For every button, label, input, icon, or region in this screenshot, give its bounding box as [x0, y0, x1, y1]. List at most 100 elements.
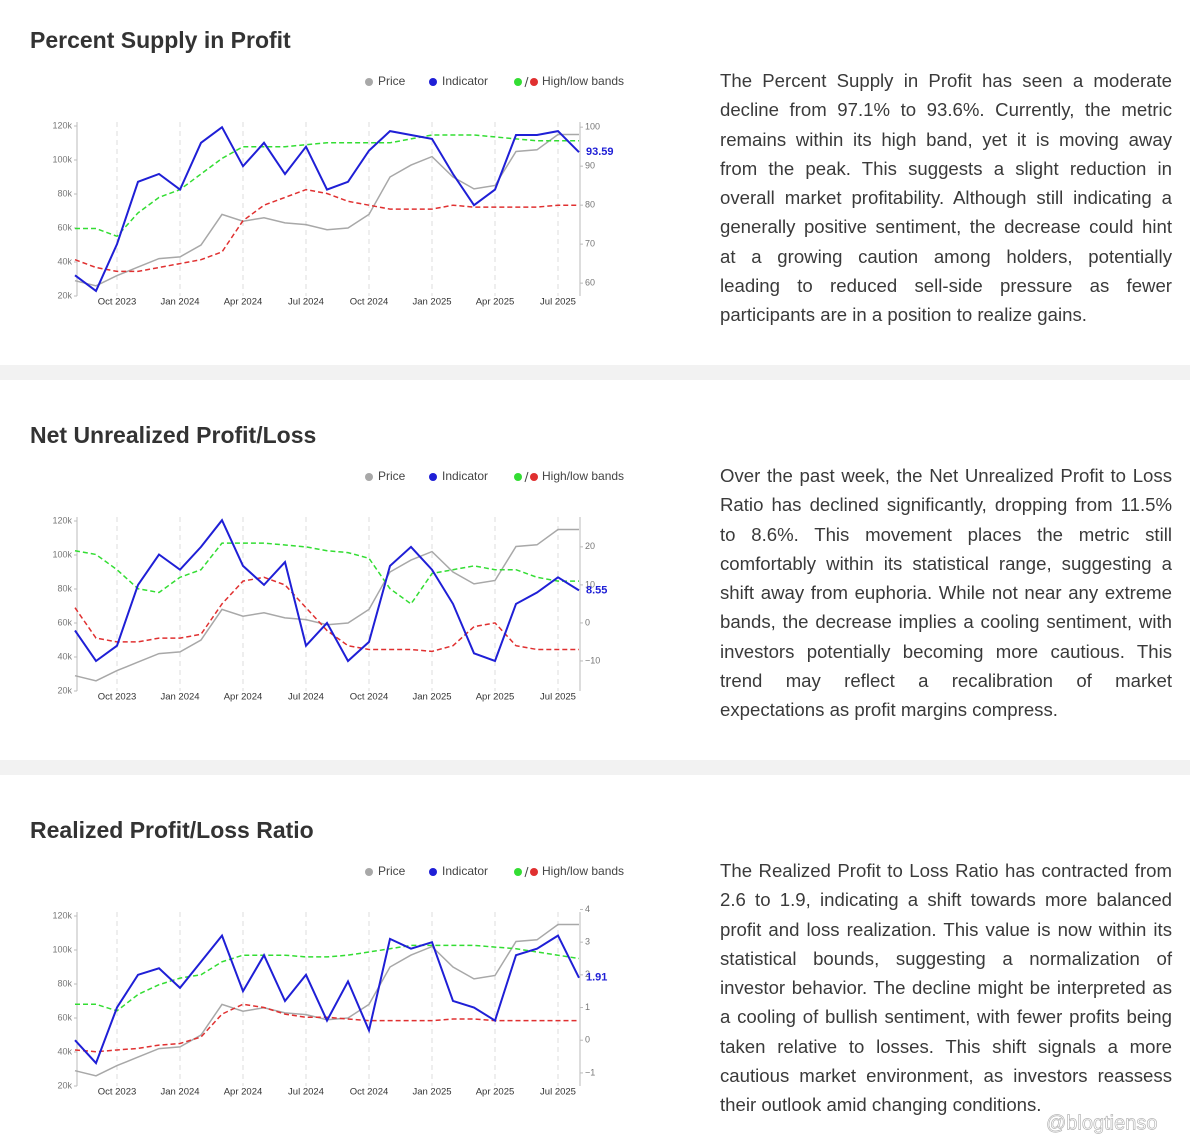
low-band: [74, 188, 579, 273]
legend-separator: [524, 76, 529, 88]
x-tick-label: Jul 2024: [288, 1087, 324, 1098]
legend-marker: [530, 868, 538, 876]
x-tick-label: Jul 2025: [540, 692, 576, 703]
y-tick-label: 60k: [57, 617, 72, 627]
legend-marker: [429, 473, 437, 481]
y2-tick-label: 80: [585, 200, 595, 210]
y2-tick-label: 0: [585, 617, 590, 627]
description: The Percent Supply in Profit has seen a …: [720, 70, 1172, 326]
indicator-line: [74, 518, 580, 663]
legend-marker: [530, 473, 538, 481]
y-tick-label: 100k: [52, 944, 72, 954]
y2-tick-label: 10: [585, 579, 595, 589]
x-tick-label: Jul 2024: [288, 692, 324, 703]
y2-tick-label: 1: [585, 1002, 590, 1012]
indicator-line: [74, 125, 580, 293]
y2-tick-label: 100: [585, 122, 600, 132]
y-tick-label: 80k: [57, 978, 72, 988]
y-tick-label: 60k: [57, 1012, 72, 1022]
legend-label: High/low bands: [542, 864, 624, 878]
legend-marker: [365, 473, 373, 481]
x-tick-label: Jan 2024: [160, 297, 199, 308]
y2-tick-label: 60: [585, 278, 595, 288]
indicator-line: [74, 933, 580, 1065]
x-tick-label: Oct 2023: [98, 297, 137, 308]
current-value-label: 1.91: [586, 972, 607, 984]
y2-tick-label: 0: [585, 1035, 590, 1045]
high-band: [74, 542, 579, 605]
x-tick-label: Apr 2025: [476, 297, 515, 308]
y2-tick-label: 90: [585, 161, 595, 171]
x-tick-label: Jan 2025: [412, 692, 451, 703]
y2-tick-label: 3: [585, 937, 590, 947]
description: Over the past week, the Net Unrealized P…: [720, 465, 1172, 721]
x-tick-label: Jan 2024: [160, 1087, 199, 1098]
x-tick-label: Apr 2025: [476, 1087, 515, 1098]
legend-label: High/low bands: [542, 74, 624, 88]
high-band: [75, 134, 579, 238]
low-band: [74, 576, 579, 653]
y-tick-label: 100k: [52, 154, 72, 164]
y-tick-label: 40k: [57, 256, 72, 266]
y-tick-label: 20k: [57, 1080, 72, 1090]
legend-marker: [530, 78, 538, 86]
legend-separator: [524, 471, 529, 483]
watermark: @blogtienso: [1046, 1112, 1157, 1134]
legend-marker: [365, 868, 373, 876]
legend-label: Indicator: [442, 864, 488, 878]
legend-label: Indicator: [442, 74, 488, 88]
x-tick-label: Oct 2024: [350, 1087, 389, 1098]
x-tick-label: Jan 2025: [412, 297, 451, 308]
divider: [0, 365, 1190, 380]
x-tick-label: Jul 2024: [288, 297, 324, 308]
y2-tick-label: 20: [585, 541, 595, 551]
y-tick-label: 20k: [57, 685, 72, 695]
legend-marker: [514, 868, 522, 876]
y-tick-label: 100k: [52, 549, 72, 559]
y-tick-label: 20k: [57, 290, 72, 300]
y-tick-label: 40k: [57, 1046, 72, 1056]
y2-tick-label: 4: [585, 904, 590, 914]
price-line: [74, 133, 579, 287]
x-tick-label: Apr 2025: [476, 692, 515, 703]
legend-label: Price: [378, 469, 406, 483]
x-tick-label: Jul 2025: [540, 1087, 576, 1098]
y-tick-label: 80k: [57, 188, 72, 198]
legend-label: Indicator: [442, 469, 488, 483]
legend-marker: [429, 868, 437, 876]
legend-label: High/low bands: [542, 469, 624, 483]
low-band: [74, 1003, 579, 1053]
y2-tick-label: −10: [585, 655, 600, 665]
divider: [0, 760, 1190, 775]
price-line: [74, 528, 579, 682]
x-tick-label: Apr 2024: [224, 692, 263, 703]
x-tick-label: Apr 2024: [224, 297, 263, 308]
x-tick-label: Apr 2024: [224, 1087, 263, 1098]
y2-tick-label: −1: [585, 1067, 595, 1077]
legend-marker: [514, 473, 522, 481]
y-tick-label: 80k: [57, 583, 72, 593]
y2-tick-label: 70: [585, 239, 595, 249]
y2-tick-label: 2: [585, 969, 590, 979]
high-band: [75, 944, 580, 1012]
section-title: Net Unrealized Profit/Loss: [30, 422, 316, 448]
y-tick-label: 120k: [52, 120, 72, 130]
legend-separator: [524, 866, 529, 878]
x-tick-label: Oct 2023: [98, 692, 137, 703]
legend-marker: [429, 78, 437, 86]
y-tick-label: 60k: [57, 222, 72, 232]
legend-marker: [365, 78, 373, 86]
x-tick-label: Oct 2024: [350, 692, 389, 703]
legend-label: Price: [378, 74, 406, 88]
y-tick-label: 120k: [52, 910, 72, 920]
description: The Realized Profit to Loss Ratio has co…: [720, 860, 1172, 1116]
current-value-label: 8.55: [586, 584, 607, 596]
x-tick-label: Oct 2023: [98, 1087, 137, 1098]
y-tick-label: 120k: [52, 515, 72, 525]
legend-label: Price: [378, 864, 406, 878]
section-title: Percent Supply in Profit: [30, 27, 291, 53]
current-value-label: 93.59: [586, 146, 614, 158]
legend-marker: [514, 78, 522, 86]
